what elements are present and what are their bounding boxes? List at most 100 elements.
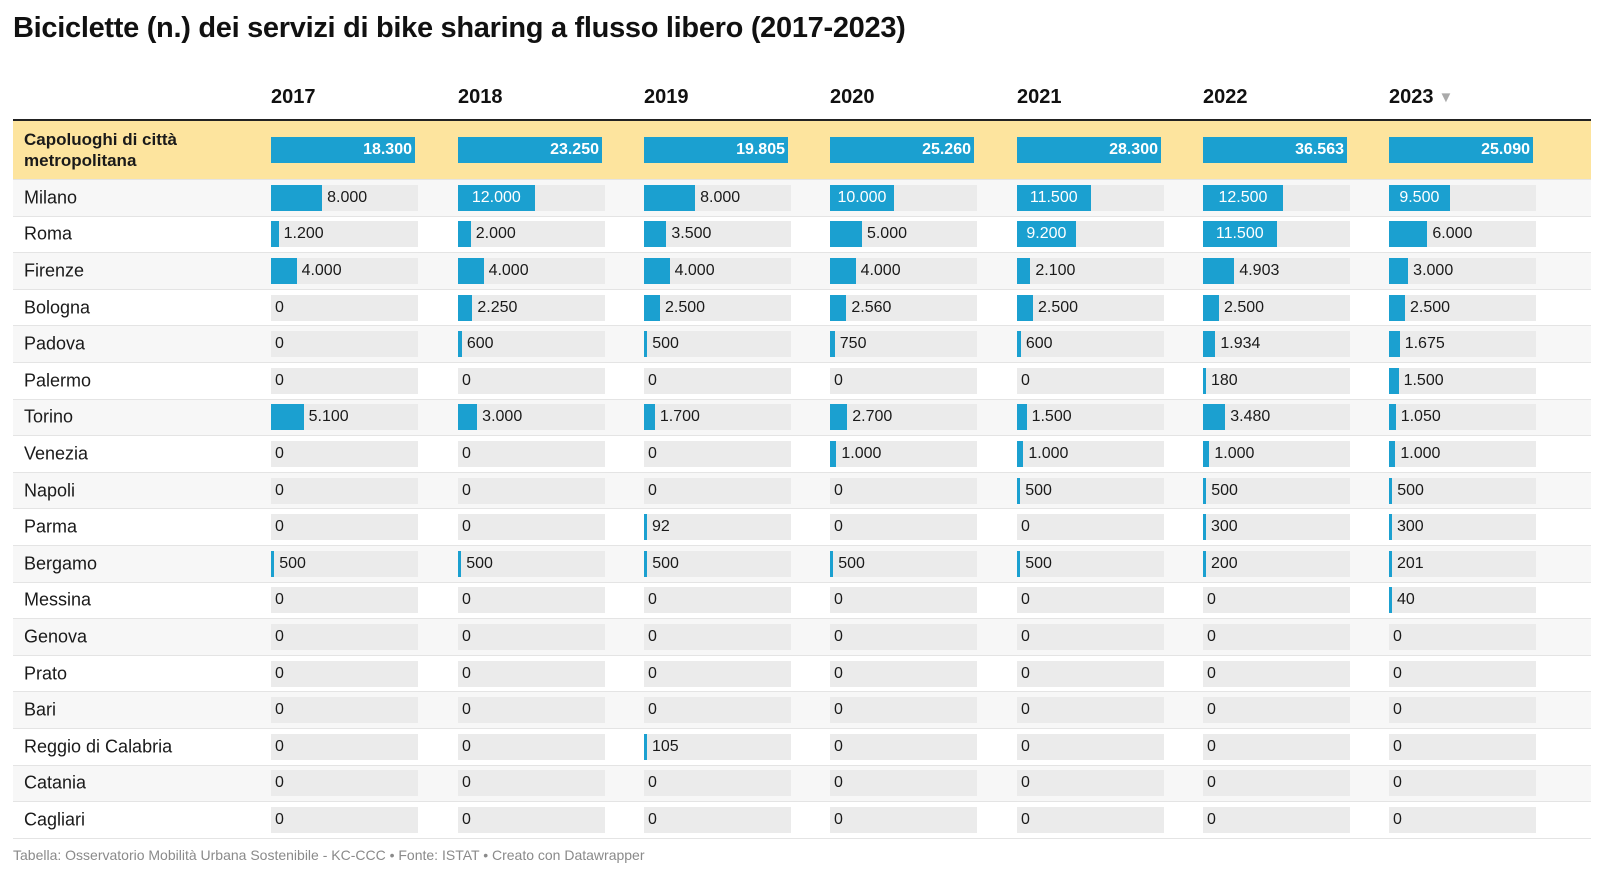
bar (1389, 514, 1392, 541)
bar-track (1389, 257, 1536, 284)
cell-2020: 0 (830, 697, 977, 724)
value-label: 0 (834, 774, 843, 792)
value-label: 0 (275, 774, 284, 792)
value-label: 500 (466, 554, 493, 572)
cell-2018: 0 (458, 623, 605, 650)
value-label: 0 (1021, 371, 1030, 389)
cell-2019: 8.000 (644, 184, 791, 211)
bar-track (1203, 440, 1350, 467)
cell-2022: 0 (1203, 587, 1350, 614)
value-label: 200 (1211, 554, 1238, 572)
cell-2020: 750 (830, 331, 977, 358)
bar (1203, 404, 1226, 431)
bar-track (1203, 660, 1350, 687)
value-label: 600 (1025, 335, 1053, 353)
value-label: 0 (1207, 701, 1216, 719)
bar (1389, 440, 1396, 467)
bar (1017, 294, 1033, 321)
bar-track (1017, 367, 1164, 394)
value-label: 4.000 (860, 261, 901, 279)
value-label: 1.000 (1028, 444, 1069, 462)
bar-track (1017, 294, 1164, 321)
value-label: 0 (648, 627, 657, 645)
value-label: 4.903 (1239, 261, 1280, 279)
cell-2018: 0 (458, 440, 605, 467)
column-header-2020: 2020 (830, 86, 875, 109)
bar-track (1203, 770, 1350, 797)
value-label: 0 (275, 627, 284, 645)
cell-2018: 12.000 (458, 184, 605, 211)
sort-desc-icon[interactable]: ▼ (1438, 89, 1454, 106)
row-label: Napoli (24, 480, 76, 501)
bar-track (1017, 806, 1164, 833)
cell-2017: 8.000 (271, 184, 418, 211)
value-label: 500 (1025, 554, 1052, 572)
cell-2022: 0 (1203, 806, 1350, 833)
bar (1017, 137, 1161, 163)
cell-2018: 0 (458, 806, 605, 833)
cell-2023: 300 (1389, 514, 1536, 541)
bar (1017, 440, 1024, 467)
bar-track (458, 440, 605, 467)
value-label: 0 (1393, 810, 1402, 828)
cell-2023: 0 (1389, 697, 1536, 724)
cell-2020: 5.000 (830, 221, 977, 248)
bar-track (644, 221, 791, 248)
bar-track (271, 660, 418, 687)
value-label: 0 (275, 298, 284, 316)
bar (1389, 331, 1400, 358)
cell-2017: 0 (271, 806, 418, 833)
bar-track (458, 770, 605, 797)
bar-track (644, 514, 791, 541)
cell-2019: 19.805 (644, 137, 791, 163)
bar-track (271, 697, 418, 724)
value-label: 2.500 (1409, 298, 1451, 316)
cell-2023: 1.500 (1389, 367, 1536, 394)
bar-track (1017, 550, 1164, 577)
bar (1203, 550, 1206, 577)
value-label: 0 (462, 518, 471, 536)
bar-track (1389, 623, 1536, 650)
value-label: 4.000 (674, 261, 715, 279)
table-row: Bergamo 500 500 500 500 500 200 201 (13, 545, 1591, 583)
cell-2022: 0 (1203, 733, 1350, 760)
value-label: 180 (1211, 371, 1238, 389)
column-header-2019: 2019 (644, 86, 689, 109)
value-label: 0 (834, 591, 843, 609)
bar-track (1389, 806, 1536, 833)
column-header-2023[interactable]: 2023 ▼ (1389, 86, 1453, 109)
bar-track (271, 623, 418, 650)
cell-2022: 180 (1203, 367, 1350, 394)
bar-track (458, 550, 605, 577)
bar (830, 257, 856, 284)
bar-track (271, 367, 418, 394)
value-label: 0 (1021, 518, 1030, 536)
cell-2017: 500 (271, 550, 418, 577)
value-label: 0 (275, 518, 284, 536)
value-label: 2.000 (475, 225, 516, 243)
bar (1389, 550, 1392, 577)
value-label: 2.500 (1223, 298, 1265, 316)
value-label: 0 (1207, 664, 1216, 682)
bar (1203, 440, 1210, 467)
cell-2019: 0 (644, 770, 791, 797)
value-label: 0 (1393, 664, 1402, 682)
cell-2023: 1.675 (1389, 331, 1536, 358)
row-label: Prato (24, 663, 68, 684)
value-label: 5.100 (308, 408, 349, 426)
bar (830, 331, 835, 358)
cell-2022: 2.500 (1203, 294, 1350, 321)
table-row: Roma 1.200 2.000 3.500 5.000 9.200 11.500 6.000 (13, 217, 1591, 254)
bar-track (830, 550, 977, 577)
bar (271, 184, 323, 211)
bar-track (644, 404, 791, 431)
bar (1389, 477, 1393, 504)
bar-track (271, 331, 418, 358)
bar-track (830, 697, 977, 724)
value-label: 2.560 (851, 298, 892, 316)
cell-2019: 0 (644, 697, 791, 724)
column-header-label: 2023 (1389, 86, 1434, 108)
cell-2021: 1.000 (1017, 440, 1164, 467)
bar-track (1389, 770, 1536, 797)
bar (830, 404, 848, 431)
